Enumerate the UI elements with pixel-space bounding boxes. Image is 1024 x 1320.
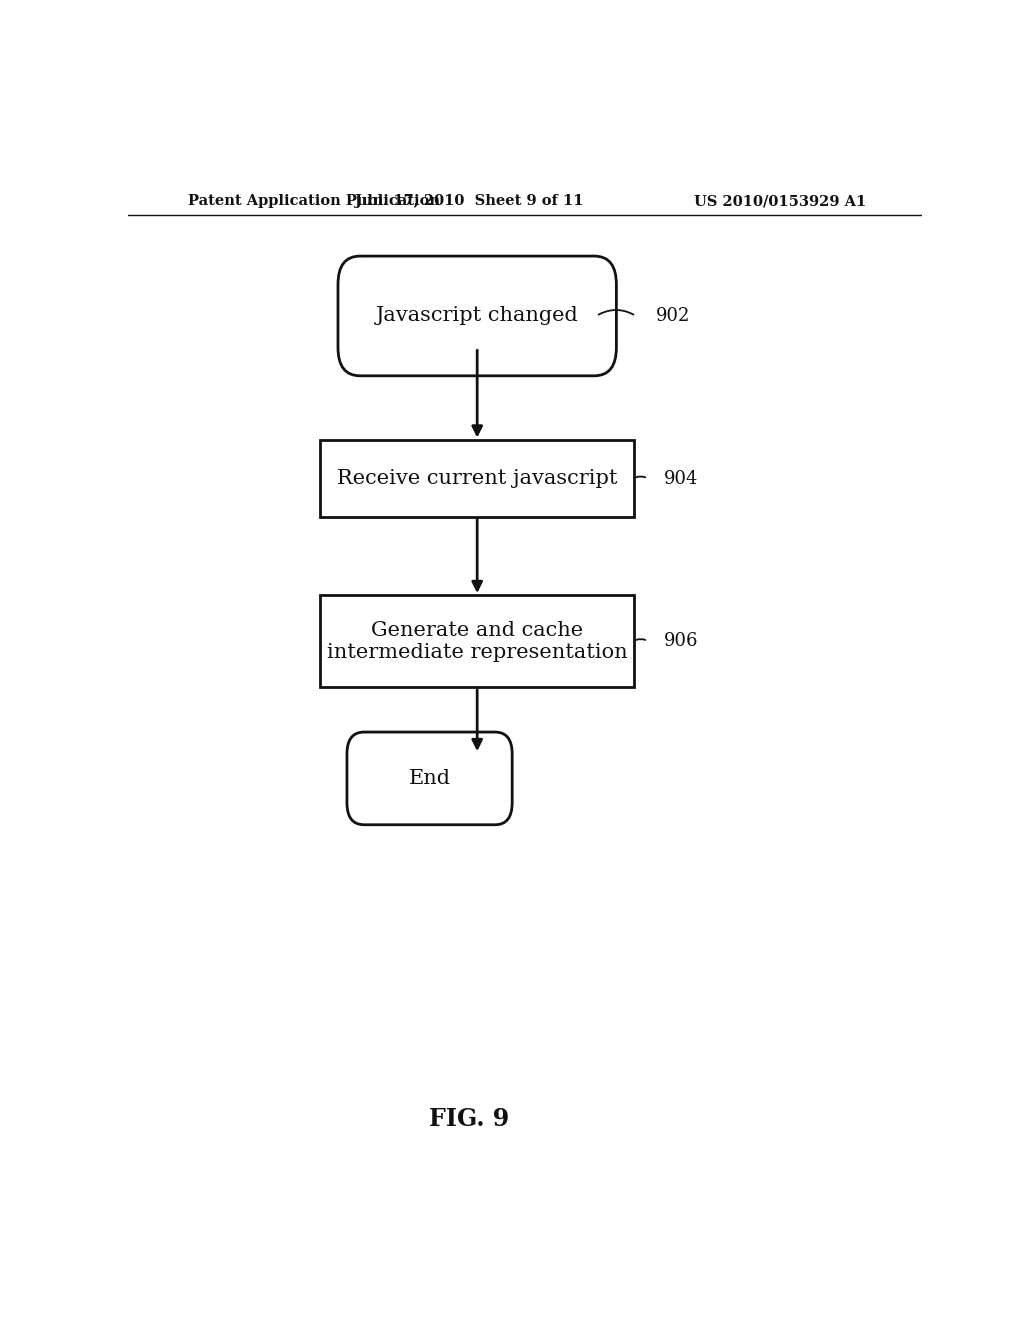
Text: Patent Application Publication: Patent Application Publication xyxy=(187,194,439,209)
Bar xyxy=(321,595,634,686)
Text: Receive current javascript: Receive current javascript xyxy=(337,469,617,488)
FancyBboxPatch shape xyxy=(338,256,616,376)
Bar xyxy=(321,441,634,516)
Text: Javascript changed: Javascript changed xyxy=(376,306,579,326)
FancyBboxPatch shape xyxy=(347,733,512,825)
Text: 904: 904 xyxy=(664,470,698,487)
Text: End: End xyxy=(409,770,451,788)
Text: Jun. 17, 2010  Sheet 9 of 11: Jun. 17, 2010 Sheet 9 of 11 xyxy=(355,194,584,209)
Text: 906: 906 xyxy=(664,632,698,651)
Text: Generate and cache
intermediate representation: Generate and cache intermediate represen… xyxy=(327,620,628,661)
Text: US 2010/0153929 A1: US 2010/0153929 A1 xyxy=(694,194,866,209)
Text: FIG. 9: FIG. 9 xyxy=(429,1107,509,1131)
Text: 902: 902 xyxy=(655,308,690,325)
